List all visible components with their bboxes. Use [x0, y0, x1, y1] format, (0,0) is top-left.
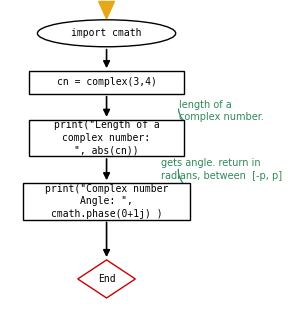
Text: gets angle. return in
radians, between  [-p, p]: gets angle. return in radians, between [… — [161, 158, 283, 181]
Text: End: End — [98, 274, 115, 284]
Text: cn = complex(3,4): cn = complex(3,4) — [57, 77, 156, 87]
Text: print("Length of a
complex number:
", abs(cn)): print("Length of a complex number: ", ab… — [54, 120, 160, 155]
Text: import cmath: import cmath — [71, 28, 142, 38]
Bar — [29, 71, 184, 94]
Text: length of a
complex number.: length of a complex number. — [179, 100, 264, 122]
Ellipse shape — [37, 20, 176, 47]
Text: print("Complex number
Angle: ",
cmath.phase(0+1j) ): print("Complex number Angle: ", cmath.ph… — [45, 184, 168, 219]
Polygon shape — [98, 1, 114, 19]
Bar — [23, 183, 190, 220]
Bar — [29, 120, 184, 156]
Polygon shape — [78, 260, 135, 298]
